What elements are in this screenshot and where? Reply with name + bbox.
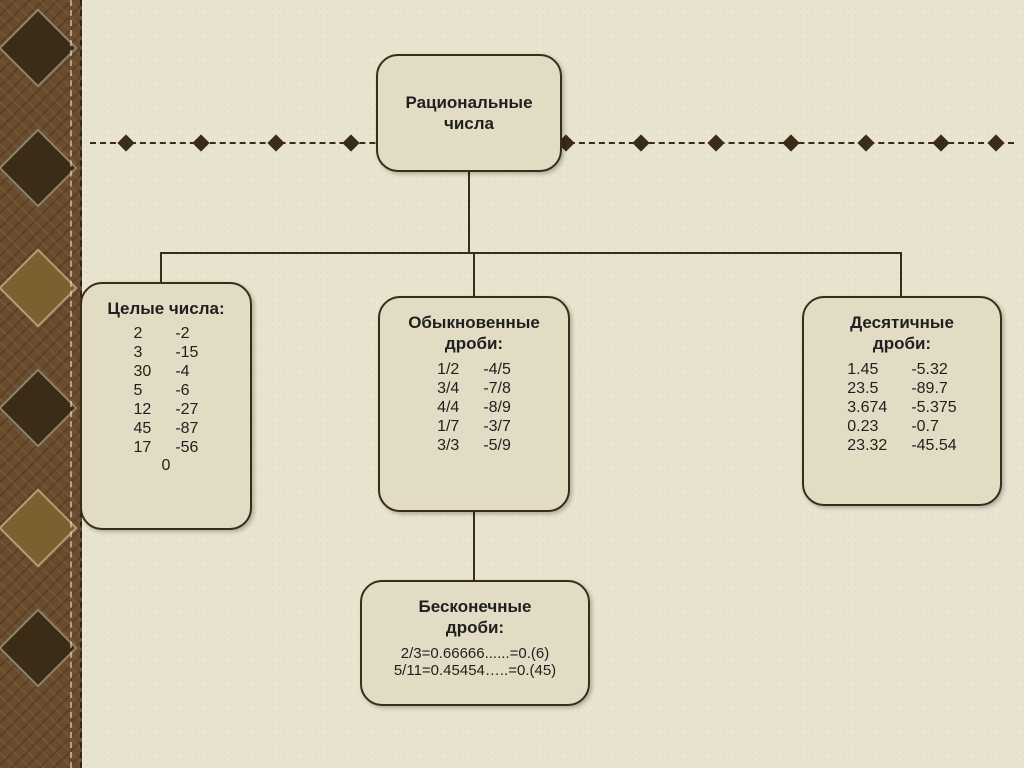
value: 3 xyxy=(134,344,152,362)
node-title: Бесконечные xyxy=(419,597,532,616)
value: 1.45 xyxy=(847,361,887,379)
dashline-dot xyxy=(268,135,285,152)
connector xyxy=(160,252,162,282)
value: 0 xyxy=(98,457,234,475)
value: -87 xyxy=(175,420,198,438)
sidebar-diamond xyxy=(0,488,78,567)
value: 3.674 xyxy=(847,399,887,417)
value: 23.5 xyxy=(847,380,887,398)
value: -8/9 xyxy=(483,399,511,417)
value: 3/3 xyxy=(437,437,459,455)
page: Рациональные числа Целые числа: 2 -2 3 -15 3… xyxy=(0,0,1024,768)
value: 0.23 xyxy=(847,418,887,436)
value: -7/8 xyxy=(483,380,511,398)
value-list: 2 -2 3 -15 30 -4 5 -6 12 -27 45 -87 17 -56 xyxy=(98,325,234,457)
sidebar-diamond xyxy=(0,368,78,447)
value: 1/2 xyxy=(437,361,459,379)
value: -3/7 xyxy=(483,418,511,436)
value: 2 xyxy=(134,325,152,343)
node-title: Рациональные xyxy=(405,93,532,112)
value: -27 xyxy=(175,401,198,419)
node-rational-numbers: Рациональные числа xyxy=(376,54,562,172)
value-list: 1/2 -4/5 3/4 -7/8 4/4 -8/9 1/7 -3/7 3/3 -5/9 xyxy=(396,361,552,455)
value: -2 xyxy=(175,325,198,343)
dashline-dot xyxy=(783,135,800,152)
value: 5 xyxy=(134,382,152,400)
sidebar-diamond xyxy=(0,608,78,687)
decorative-sidebar xyxy=(0,0,82,768)
sidebar-diamond xyxy=(0,128,78,207)
value: 45 xyxy=(134,420,152,438)
value: -56 xyxy=(175,439,198,457)
value: -89.7 xyxy=(911,380,956,398)
connector xyxy=(160,252,900,254)
sidebar-diamond xyxy=(0,8,78,87)
node-title: дроби: xyxy=(445,334,503,353)
node-title: дроби: xyxy=(446,618,504,637)
value: 30 xyxy=(134,363,152,381)
value: -6 xyxy=(175,382,198,400)
dashline-dot xyxy=(933,135,950,152)
value: -15 xyxy=(175,344,198,362)
dashline-dot xyxy=(858,135,875,152)
dashline-dot xyxy=(118,135,135,152)
value: 4/4 xyxy=(437,399,459,417)
dashline-dot xyxy=(708,135,725,152)
connector xyxy=(473,252,475,296)
connector xyxy=(473,512,475,580)
node-integers: Целые числа: 2 -2 3 -15 30 -4 5 -6 12 -27 45 -87 17 -… xyxy=(80,282,252,530)
sidebar-diamond xyxy=(0,248,78,327)
node-title: числа xyxy=(444,114,494,133)
diagram-area: Рациональные числа Целые числа: 2 -2 3 -15 3… xyxy=(80,0,1024,768)
node-common-fractions: Обыкновенные дроби: 1/2 -4/5 3/4 -7/8 4/4 -8/… xyxy=(378,296,570,512)
value: -4/5 xyxy=(483,361,511,379)
value-list: 1.45 -5.32 23.5 -89.7 3.674 -5.375 0.23 -0.7 23.… xyxy=(820,361,984,455)
value: -5.375 xyxy=(911,399,956,417)
value: 5/11=0.45454…..=0.(45) xyxy=(378,662,572,679)
value: -5.32 xyxy=(911,361,956,379)
connector xyxy=(900,252,902,296)
value: -45.54 xyxy=(911,437,956,455)
dashline-dot xyxy=(633,135,650,152)
value: 12 xyxy=(134,401,152,419)
node-title: Целые числа: xyxy=(98,298,234,319)
value: -5/9 xyxy=(483,437,511,455)
node-title: дроби: xyxy=(873,334,931,353)
value: 17 xyxy=(134,439,152,457)
dashline-dot xyxy=(988,135,1005,152)
value: 23.32 xyxy=(847,437,887,455)
connector xyxy=(468,172,470,252)
value: 3/4 xyxy=(437,380,459,398)
value: 1/7 xyxy=(437,418,459,436)
dashline-dot xyxy=(343,135,360,152)
node-title: Обыкновенные xyxy=(408,313,540,332)
node-decimal-fractions: Десятичные дроби: 1.45 -5.32 23.5 -89.7 3.67… xyxy=(802,296,1002,506)
dashline-dot xyxy=(193,135,210,152)
value: -0.7 xyxy=(911,418,956,436)
node-title: Десятичные xyxy=(850,313,954,332)
node-infinite-fractions: Бесконечные дроби: 2/3=0.66666......=0.(… xyxy=(360,580,590,706)
value: -4 xyxy=(175,363,198,381)
value-list: 2/3=0.66666......=0.(6)5/11=0.45454…..=0… xyxy=(378,645,572,679)
value: 2/3=0.66666......=0.(6) xyxy=(378,645,572,662)
